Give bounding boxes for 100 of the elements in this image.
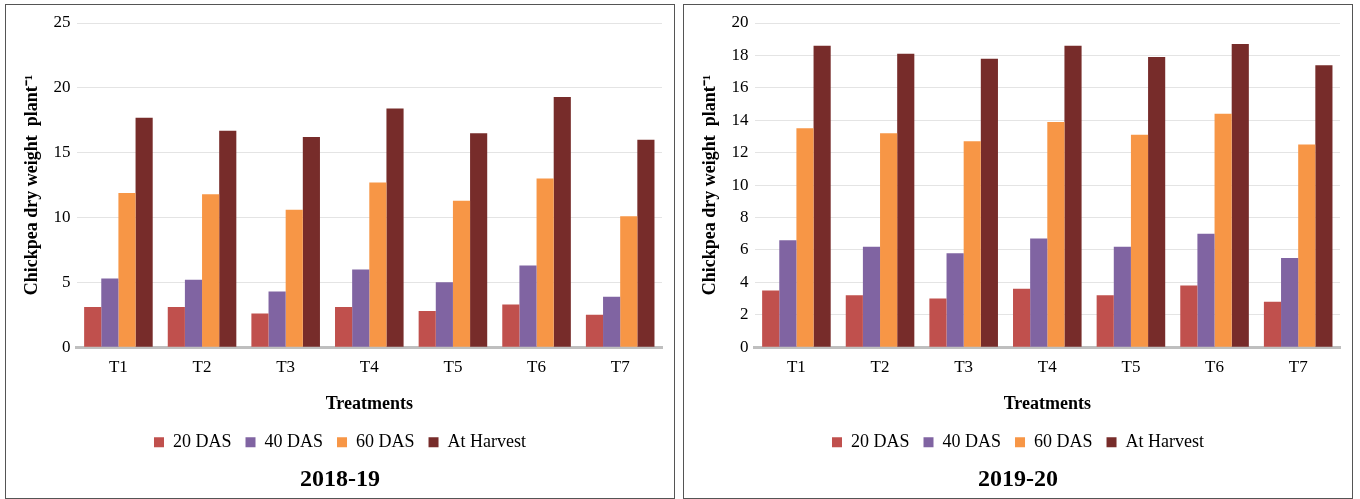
bar	[167, 307, 185, 347]
x-tick-label: T5	[443, 356, 463, 376]
bar	[1231, 44, 1249, 347]
bar	[862, 246, 881, 347]
bar	[1047, 121, 1065, 347]
bar	[585, 314, 604, 347]
bar	[620, 216, 638, 347]
bar	[470, 133, 488, 347]
bar	[352, 269, 370, 347]
bar	[1130, 134, 1149, 347]
bar	[268, 291, 286, 347]
legend-label: At Harvest	[1125, 430, 1205, 451]
x-tick-label: T6	[1205, 356, 1224, 376]
bar	[302, 137, 320, 347]
x-tick-label: T1	[108, 356, 128, 376]
bar	[1013, 288, 1031, 347]
y-tick-label: 0	[62, 336, 71, 356]
legend-label: At Harvest	[447, 430, 527, 451]
bar	[813, 45, 831, 347]
bar	[335, 307, 353, 347]
x-tick-label: T7	[1288, 356, 1309, 376]
x-tick-label: T4	[1037, 356, 1058, 376]
y-tick-label: 10	[53, 206, 71, 226]
x-tick-label: T6	[527, 356, 546, 376]
bar	[219, 130, 237, 347]
y-tick-label: 20	[731, 12, 749, 32]
bar	[1180, 285, 1198, 347]
bar	[929, 298, 947, 347]
legend-label: 40 DAS	[942, 430, 1002, 451]
x-tick-label: T7	[610, 356, 631, 376]
bar	[202, 194, 220, 347]
x-tick-label: T5	[1121, 356, 1141, 376]
bar	[1096, 295, 1114, 347]
bar	[1197, 233, 1215, 347]
legend-label: 60 DAS	[1034, 430, 1093, 451]
legend-label: 20 DAS	[851, 430, 910, 451]
bar	[980, 58, 998, 347]
bar	[285, 209, 303, 347]
bar	[452, 200, 471, 347]
x-tick-label: T2	[192, 356, 212, 376]
legend-label: 60 DAS	[356, 430, 415, 451]
bar	[897, 53, 915, 347]
y-tick-label: 2	[740, 304, 749, 324]
bar	[251, 313, 269, 347]
x-tick-label: T2	[870, 356, 890, 376]
bar	[946, 253, 964, 347]
bar	[418, 310, 436, 347]
y-tick-label: 18	[731, 44, 749, 64]
bar	[184, 279, 203, 347]
legend-label: 20 DAS	[173, 430, 232, 451]
y-axis-title: Chickpea dry weight plant⁻¹	[21, 74, 42, 296]
x-axis-title: Treatments	[325, 393, 413, 414]
bar	[1064, 45, 1082, 347]
bar	[963, 141, 981, 347]
bar	[369, 182, 387, 347]
y-tick-label: 25	[53, 12, 71, 32]
bar	[845, 295, 863, 347]
y-tick-label: 12	[731, 142, 749, 162]
x-tick-label: T3	[954, 356, 974, 376]
x-tick-label: T4	[359, 356, 380, 376]
bar	[762, 290, 780, 347]
y-tick-label: 10	[731, 174, 749, 194]
y-tick-label: 5	[62, 271, 71, 291]
bar	[519, 265, 537, 347]
y-tick-label: 8	[740, 206, 749, 226]
y-tick-label: 14	[731, 109, 750, 129]
bar	[779, 240, 797, 347]
bar	[1263, 301, 1282, 347]
bar	[1315, 65, 1333, 347]
bar	[435, 282, 453, 347]
bar	[118, 192, 136, 347]
bar	[502, 304, 520, 347]
y-tick-label: 6	[740, 239, 749, 259]
x-tick-label: T1	[786, 356, 806, 376]
bar	[1214, 113, 1232, 347]
bar	[1113, 246, 1131, 347]
bar	[536, 178, 554, 347]
bar	[1030, 238, 1048, 347]
bar	[796, 128, 814, 347]
text: 2018-19	[300, 464, 380, 491]
legend-label: 40 DAS	[264, 430, 324, 451]
bar	[84, 307, 102, 347]
text: 2019-20	[978, 464, 1058, 491]
bar	[1148, 57, 1166, 347]
y-tick-label: 0	[740, 336, 749, 356]
x-axis-title: Treatments	[1003, 393, 1091, 414]
bar	[637, 139, 655, 347]
bar	[880, 133, 898, 347]
bar	[1281, 258, 1299, 347]
bar	[101, 278, 119, 347]
y-tick-label: 16	[731, 77, 749, 97]
bar	[386, 108, 404, 347]
y-axis-title: Chickpea dry weight plant⁻¹	[699, 74, 720, 296]
bar	[553, 96, 571, 347]
bar	[135, 117, 153, 347]
y-tick-label: 20	[53, 77, 71, 97]
bar	[603, 296, 621, 347]
y-tick-label: 4	[740, 271, 750, 291]
bar	[1298, 144, 1316, 347]
y-tick-label: 15	[53, 142, 71, 162]
